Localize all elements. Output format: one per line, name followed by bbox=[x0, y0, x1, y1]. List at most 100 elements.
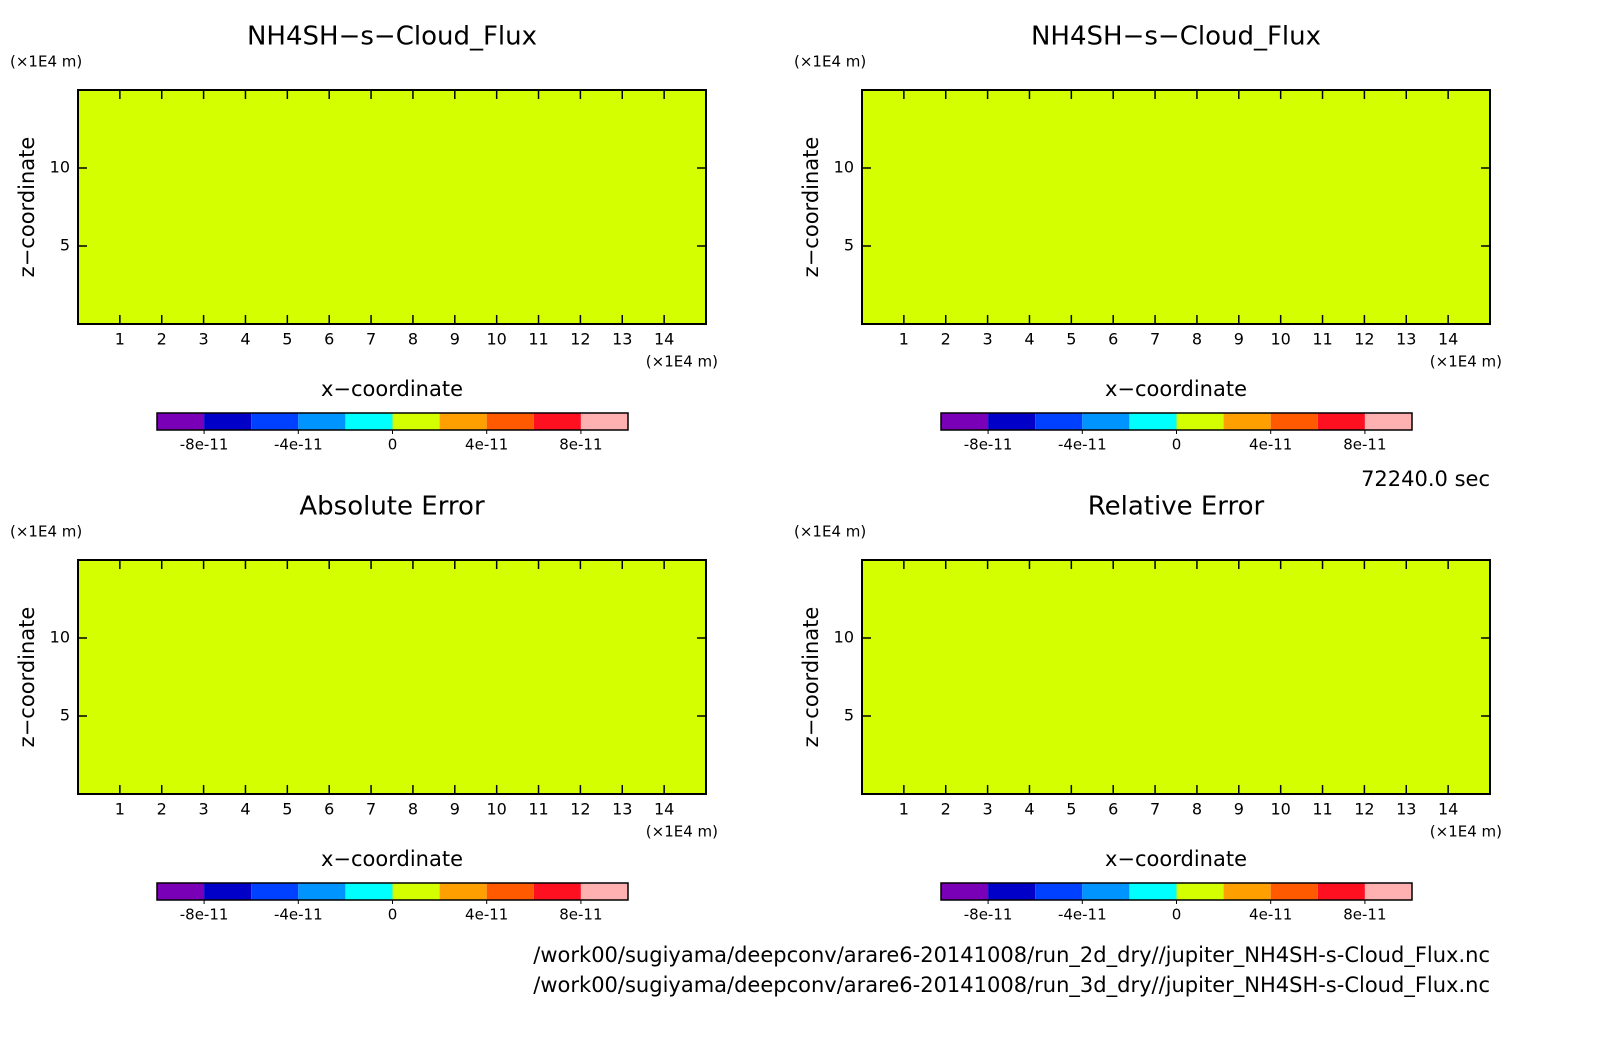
colorbar-tick-label: 4e-11 bbox=[465, 906, 508, 924]
colorbar-bin bbox=[988, 883, 1036, 900]
x-tick-label: 1 bbox=[899, 330, 909, 349]
x-tick-label: 4 bbox=[240, 330, 250, 349]
colorbar-bin bbox=[1035, 413, 1083, 430]
x-tick-label: 11 bbox=[528, 330, 548, 349]
colorbar-bin bbox=[1176, 883, 1224, 900]
colorbar-tick-label: 8e-11 bbox=[559, 436, 602, 454]
colorbar-tick-label: -8e-11 bbox=[964, 906, 1013, 924]
x-tick-label: 3 bbox=[199, 800, 209, 819]
colorbar-tick-label: -8e-11 bbox=[180, 906, 229, 924]
x-label: x−coordinate bbox=[321, 377, 463, 401]
x-tick-label: 10 bbox=[1270, 330, 1290, 349]
panel-title: NH4SH−s−Cloud_Flux bbox=[247, 22, 537, 52]
x-tick-label: 2 bbox=[941, 330, 951, 349]
x-unit: (×1E4 m) bbox=[1430, 353, 1502, 371]
x-tick-label: 5 bbox=[1066, 800, 1076, 819]
colorbar-bin bbox=[1270, 883, 1318, 900]
colorbar-bin bbox=[1176, 413, 1224, 430]
x-tick-label: 13 bbox=[1396, 800, 1416, 819]
colorbar-tick-label: -4e-11 bbox=[274, 436, 323, 454]
y-unit: (×1E4 m) bbox=[794, 53, 866, 71]
colorbar-bin bbox=[988, 413, 1036, 430]
x-tick-label: 8 bbox=[1192, 330, 1202, 349]
x-tick-label: 7 bbox=[366, 800, 376, 819]
x-tick-label: 6 bbox=[324, 800, 334, 819]
colorbar-bin bbox=[157, 413, 205, 430]
time-label: 72240.0 sec bbox=[1361, 467, 1490, 491]
colorbar-tick-label: 0 bbox=[388, 906, 398, 924]
x-tick-label: 14 bbox=[654, 330, 674, 349]
colorbar-tick-label: 0 bbox=[1172, 906, 1182, 924]
colorbar-bin bbox=[941, 883, 989, 900]
file-path: /work00/sugiyama/deepconv/arare6-2014100… bbox=[533, 943, 1490, 968]
colorbar-tick-label: 8e-11 bbox=[559, 906, 602, 924]
x-tick-label: 1 bbox=[115, 330, 125, 349]
colorbar-tick-label: -4e-11 bbox=[1058, 906, 1107, 924]
x-tick-label: 14 bbox=[1438, 330, 1458, 349]
y-label: z−coordinate bbox=[799, 137, 823, 278]
colorbar-bin bbox=[1364, 413, 1412, 430]
x-tick-label: 11 bbox=[528, 800, 548, 819]
x-tick-label: 12 bbox=[570, 330, 590, 349]
x-tick-label: 9 bbox=[1234, 330, 1244, 349]
x-tick-label: 14 bbox=[654, 800, 674, 819]
colorbar-tick-label: 8e-11 bbox=[1343, 906, 1386, 924]
x-tick-label: 2 bbox=[941, 800, 951, 819]
colorbar-bin bbox=[251, 413, 299, 430]
colorbar-bin bbox=[533, 413, 581, 430]
x-tick-label: 5 bbox=[1066, 330, 1076, 349]
x-tick-label: 13 bbox=[612, 800, 632, 819]
colorbar-tick-label: 8e-11 bbox=[1343, 436, 1386, 454]
y-label: z−coordinate bbox=[15, 607, 39, 748]
colorbar-tick-label: -4e-11 bbox=[274, 906, 323, 924]
colorbar-bin bbox=[533, 883, 581, 900]
colorbar-bin bbox=[1223, 883, 1271, 900]
colorbar-bin bbox=[298, 883, 346, 900]
panel-title: NH4SH−s−Cloud_Flux bbox=[1031, 22, 1321, 52]
x-tick-label: 7 bbox=[366, 330, 376, 349]
x-label: x−coordinate bbox=[321, 847, 463, 871]
colorbar-bin bbox=[1270, 413, 1318, 430]
x-tick-label: 5 bbox=[282, 800, 292, 819]
y-unit: (×1E4 m) bbox=[794, 523, 866, 541]
x-tick-label: 8 bbox=[408, 800, 418, 819]
plot-frame bbox=[861, 89, 1491, 325]
colorbar-bin bbox=[392, 883, 440, 900]
colorbar-bin bbox=[1035, 883, 1083, 900]
x-tick-label: 3 bbox=[983, 330, 993, 349]
colorbar-bin bbox=[204, 883, 252, 900]
field bbox=[862, 560, 1490, 794]
x-tick-label: 6 bbox=[1108, 330, 1118, 349]
x-tick-label: 10 bbox=[486, 800, 506, 819]
x-tick-label: 12 bbox=[1354, 800, 1374, 819]
colorbar-tick-label: -8e-11 bbox=[964, 436, 1013, 454]
x-tick-label: 9 bbox=[1234, 800, 1244, 819]
plot-frame bbox=[861, 559, 1491, 795]
colorbar-bin bbox=[1129, 413, 1177, 430]
colorbar-bin bbox=[486, 883, 534, 900]
colorbar-tick-label: 0 bbox=[388, 436, 398, 454]
y-tick-label: 5 bbox=[844, 706, 854, 725]
x-tick-label: 13 bbox=[612, 330, 632, 349]
x-tick-label: 6 bbox=[1108, 800, 1118, 819]
colorbar-tick-label: 4e-11 bbox=[1249, 436, 1292, 454]
y-label: z−coordinate bbox=[799, 607, 823, 748]
colorbar-bin bbox=[1082, 883, 1130, 900]
y-tick-label: 5 bbox=[60, 706, 70, 725]
colorbar-bin bbox=[580, 413, 628, 430]
file-path: /work00/sugiyama/deepconv/arare6-2014100… bbox=[533, 973, 1490, 998]
y-tick-label: 10 bbox=[834, 158, 854, 177]
x-tick-label: 2 bbox=[157, 330, 167, 349]
x-tick-label: 11 bbox=[1312, 800, 1332, 819]
panel-title: Relative Error bbox=[1088, 492, 1265, 522]
colorbar-bin bbox=[1129, 883, 1177, 900]
x-tick-label: 8 bbox=[408, 330, 418, 349]
colorbar-bin bbox=[345, 413, 393, 430]
y-tick-label: 5 bbox=[60, 236, 70, 255]
colorbar-bin bbox=[1317, 413, 1365, 430]
x-tick-label: 3 bbox=[983, 800, 993, 819]
y-tick-label: 10 bbox=[50, 628, 70, 647]
x-tick-label: 12 bbox=[1354, 330, 1374, 349]
x-unit: (×1E4 m) bbox=[1430, 823, 1502, 841]
